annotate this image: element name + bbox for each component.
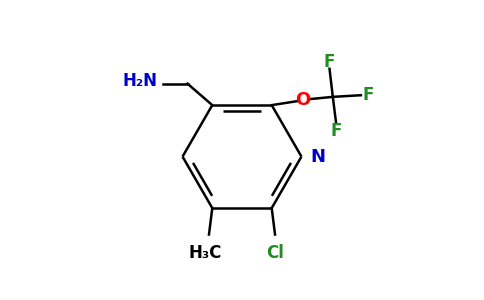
Text: Cl: Cl	[266, 244, 284, 262]
Text: H₃C: H₃C	[189, 244, 222, 262]
Text: H₂N: H₂N	[123, 72, 158, 90]
Text: F: F	[363, 86, 374, 104]
Text: F: F	[324, 52, 335, 70]
Text: O: O	[295, 91, 311, 109]
Text: F: F	[331, 122, 342, 140]
Text: N: N	[311, 148, 326, 166]
